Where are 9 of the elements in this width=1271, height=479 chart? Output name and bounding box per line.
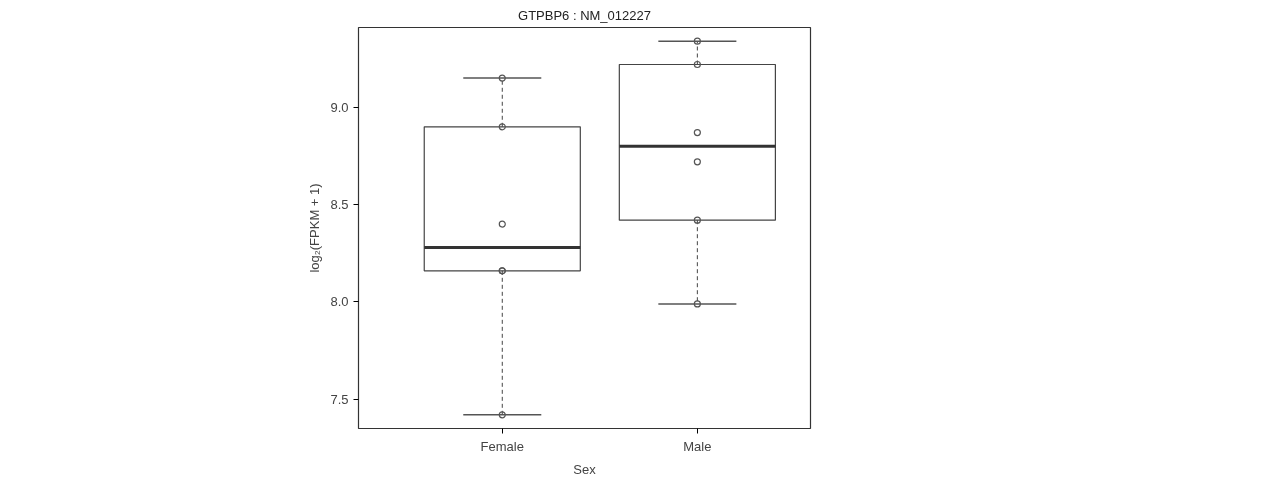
chart-title: GTPBP6 : NM_012227 (518, 7, 651, 23)
x-tick-label: Male (683, 438, 712, 454)
x-tick-label: Female (480, 438, 524, 454)
y-tick-label: 9.0 (330, 99, 349, 115)
y-axis-title: log₂(FPKM + 1) (307, 183, 323, 273)
x-axis-title: Sex (573, 461, 597, 477)
y-tick-label: 7.5 (330, 391, 349, 407)
y-tick-label: 8.0 (330, 294, 349, 310)
y-tick-label: 8.5 (330, 197, 349, 213)
